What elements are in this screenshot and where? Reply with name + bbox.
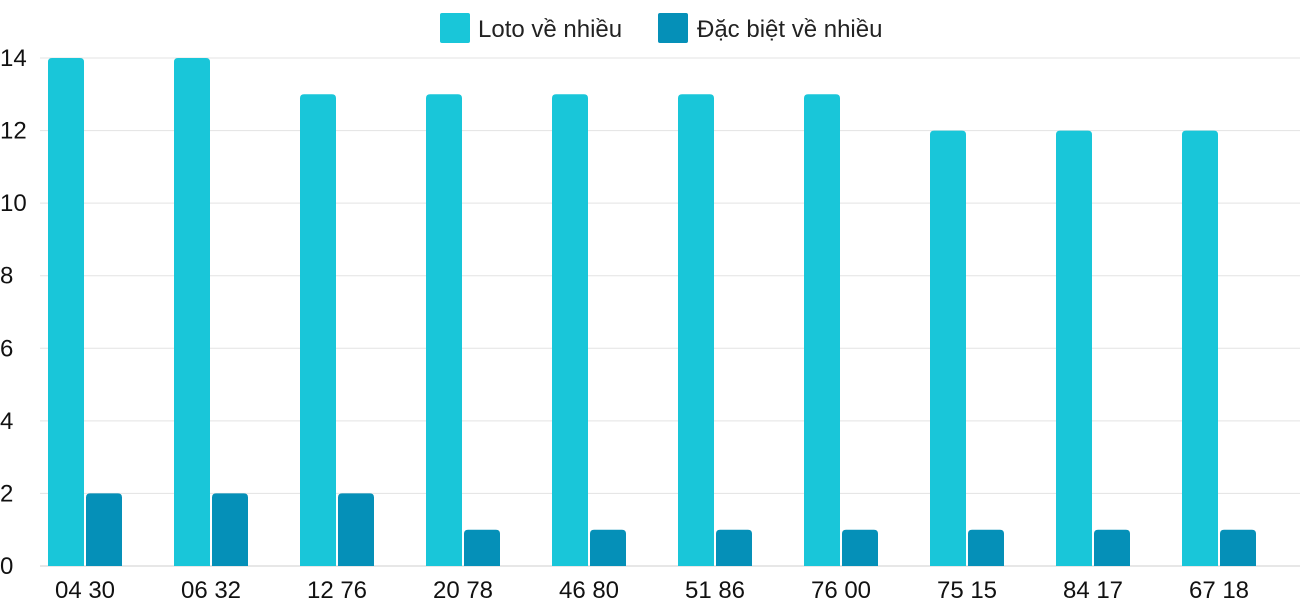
y-axis: 0 2 4 6 8 10 12 14	[0, 45, 27, 580]
y-tick-label: 4	[0, 408, 13, 435]
y-tick-label: 6	[0, 335, 13, 362]
bar-dac-biet-4[interactable]	[590, 529, 626, 566]
bar-loto-2[interactable]	[300, 94, 336, 567]
bar-loto-8[interactable]	[1056, 130, 1092, 567]
x-tick-label: 12 76	[307, 577, 367, 600]
x-tick-label: 75 15	[937, 577, 997, 600]
y-tick-label: 10	[0, 190, 27, 217]
bar-dac-biet-6[interactable]	[842, 529, 878, 566]
bar-dac-biet-8[interactable]	[1094, 529, 1130, 566]
bar-loto-3[interactable]	[426, 94, 462, 567]
legend-swatch-dac-biet	[658, 13, 688, 43]
y-tick-label: 2	[0, 480, 13, 507]
legend-item-dac-biet[interactable]: Đặc biệt về nhiều	[658, 13, 882, 43]
x-tick-label: 06 32	[181, 577, 241, 600]
bars	[48, 58, 1256, 567]
bar-loto-7[interactable]	[930, 130, 966, 567]
legend-swatch-loto	[440, 13, 470, 43]
bar-dac-biet-5[interactable]	[716, 529, 752, 566]
bar-loto-4[interactable]	[552, 94, 588, 567]
bar-dac-biet-2[interactable]	[338, 493, 374, 566]
x-tick-label: 46 80	[559, 577, 619, 600]
bar-dac-biet-0[interactable]	[86, 493, 122, 566]
x-tick-label: 04 30	[55, 577, 115, 600]
legend-label-loto: Loto về nhiều	[478, 16, 622, 43]
y-tick-label: 8	[0, 263, 13, 290]
bar-loto-5[interactable]	[678, 94, 714, 567]
legend: Loto về nhiều Đặc biệt về nhiều	[440, 13, 882, 43]
y-tick-label: 12	[0, 118, 27, 145]
x-tick-label: 84 17	[1063, 577, 1123, 600]
bar-loto-9[interactable]	[1182, 130, 1218, 567]
gridlines	[40, 57, 1300, 567]
bar-loto-1[interactable]	[174, 58, 210, 566]
x-axis: 04 30 06 32 12 76 20 78 46 80 51 86 76 00 75 15…	[55, 577, 1249, 600]
x-tick-label: 76 00	[811, 577, 871, 600]
x-tick-label: 67 18	[1189, 577, 1249, 600]
bar-loto-0[interactable]	[48, 58, 84, 566]
x-tick-label: 20 78	[433, 577, 493, 600]
y-tick-label: 14	[0, 45, 27, 72]
y-tick-label: 0	[0, 553, 13, 580]
x-tick-label: 51 86	[685, 577, 745, 600]
bar-loto-6[interactable]	[804, 94, 840, 567]
legend-item-loto[interactable]: Loto về nhiều	[440, 13, 622, 43]
bar-dac-biet-7[interactable]	[968, 529, 1004, 566]
bar-dac-biet-1[interactable]	[212, 493, 248, 566]
bar-dac-biet-9[interactable]	[1220, 529, 1256, 566]
legend-label-dac-biet: Đặc biệt về nhiều	[697, 16, 882, 43]
bar-dac-biet-3[interactable]	[464, 529, 500, 566]
